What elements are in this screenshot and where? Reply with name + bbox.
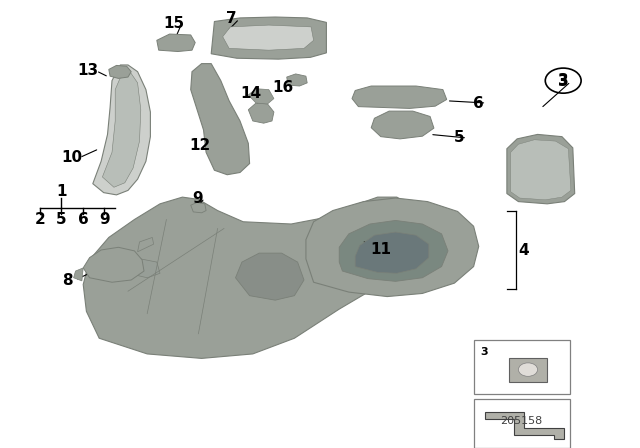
Polygon shape xyxy=(102,72,141,187)
Polygon shape xyxy=(138,237,154,252)
Text: 15: 15 xyxy=(163,16,185,31)
Text: 9: 9 xyxy=(192,190,202,206)
Text: 3: 3 xyxy=(558,73,568,88)
Text: 8: 8 xyxy=(62,272,72,288)
Text: 6: 6 xyxy=(474,95,484,111)
Text: 14: 14 xyxy=(240,86,262,101)
Polygon shape xyxy=(507,134,575,204)
Text: 10: 10 xyxy=(61,150,83,165)
Text: 1: 1 xyxy=(56,184,67,199)
Polygon shape xyxy=(191,64,250,175)
Text: 3: 3 xyxy=(480,347,488,357)
Polygon shape xyxy=(355,232,429,273)
Text: 4: 4 xyxy=(518,243,529,258)
Polygon shape xyxy=(83,197,422,358)
Text: 11: 11 xyxy=(371,242,391,258)
Polygon shape xyxy=(74,268,83,281)
Text: 5: 5 xyxy=(56,212,67,227)
Text: 13: 13 xyxy=(77,63,99,78)
Polygon shape xyxy=(371,111,434,139)
Polygon shape xyxy=(236,253,304,300)
Text: 6: 6 xyxy=(78,212,88,227)
Polygon shape xyxy=(248,103,274,123)
Text: 9: 9 xyxy=(99,212,109,227)
Text: 3: 3 xyxy=(558,74,568,89)
Polygon shape xyxy=(511,140,571,200)
Text: 5: 5 xyxy=(454,130,465,146)
Polygon shape xyxy=(223,25,314,50)
Polygon shape xyxy=(128,259,160,278)
Polygon shape xyxy=(109,65,131,78)
Polygon shape xyxy=(352,86,447,108)
Text: 2: 2 xyxy=(35,212,45,227)
Polygon shape xyxy=(83,247,144,282)
Polygon shape xyxy=(306,198,479,297)
Circle shape xyxy=(518,363,538,376)
Text: 7: 7 xyxy=(227,11,237,26)
Polygon shape xyxy=(287,74,307,86)
Polygon shape xyxy=(157,34,195,52)
FancyBboxPatch shape xyxy=(509,358,547,382)
Polygon shape xyxy=(93,65,150,195)
Polygon shape xyxy=(211,17,326,59)
Polygon shape xyxy=(191,202,206,213)
Polygon shape xyxy=(248,89,274,104)
Polygon shape xyxy=(485,412,564,439)
Text: 12: 12 xyxy=(189,138,211,153)
Text: 16: 16 xyxy=(272,80,294,95)
Polygon shape xyxy=(339,220,448,281)
Text: 205158: 205158 xyxy=(500,416,543,426)
